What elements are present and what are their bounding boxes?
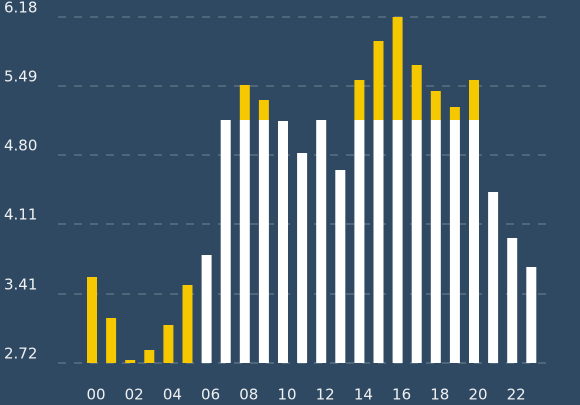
bar — [411, 65, 422, 120]
bar — [354, 120, 365, 363]
bar — [201, 255, 212, 363]
y-tick-label: 6.18 — [4, 0, 37, 17]
bar — [144, 350, 155, 363]
bar — [87, 277, 97, 363]
bar — [392, 120, 403, 363]
y-tick-label: 3.41 — [4, 276, 37, 294]
bar — [335, 170, 346, 363]
y-tick-label: 2.72 — [4, 345, 37, 363]
bar — [526, 267, 537, 363]
bar — [316, 120, 327, 363]
bar — [449, 120, 460, 363]
bar — [430, 91, 441, 120]
x-tick-label: 18 — [430, 386, 449, 404]
bar — [373, 120, 384, 363]
bar — [258, 100, 269, 120]
bar — [469, 120, 479, 363]
bar — [278, 121, 288, 363]
bar — [220, 120, 231, 363]
x-tick-label: 04 — [163, 386, 182, 404]
x-tick-label: 08 — [239, 386, 258, 404]
x-tick-label: 02 — [125, 386, 144, 404]
y-tick-label: 4.80 — [4, 137, 37, 155]
x-tick-label: 22 — [507, 386, 526, 404]
bar — [106, 318, 117, 363]
x-tick-label: 00 — [86, 386, 105, 404]
bar — [125, 360, 136, 363]
x-tick-label: 06 — [201, 386, 220, 404]
y-tick-label: 4.11 — [4, 206, 37, 224]
bar — [392, 17, 403, 120]
bar — [182, 285, 193, 363]
bar — [163, 325, 174, 363]
bar — [258, 120, 269, 363]
bar — [297, 153, 308, 363]
y-tick-label: 5.49 — [4, 68, 37, 86]
x-tick-label: 10 — [277, 386, 296, 404]
bar — [239, 85, 250, 120]
bar — [411, 120, 422, 363]
bar — [488, 192, 499, 363]
x-tick-label: 20 — [468, 386, 487, 404]
bar — [430, 120, 441, 363]
bar — [507, 238, 518, 363]
bar — [239, 120, 250, 363]
bar — [373, 41, 384, 120]
x-tick-label: 14 — [354, 386, 373, 404]
x-tick-label: 12 — [316, 386, 335, 404]
x-tick-label: 16 — [392, 386, 411, 404]
bar — [469, 80, 479, 120]
bar — [449, 107, 460, 120]
bar — [354, 80, 365, 120]
